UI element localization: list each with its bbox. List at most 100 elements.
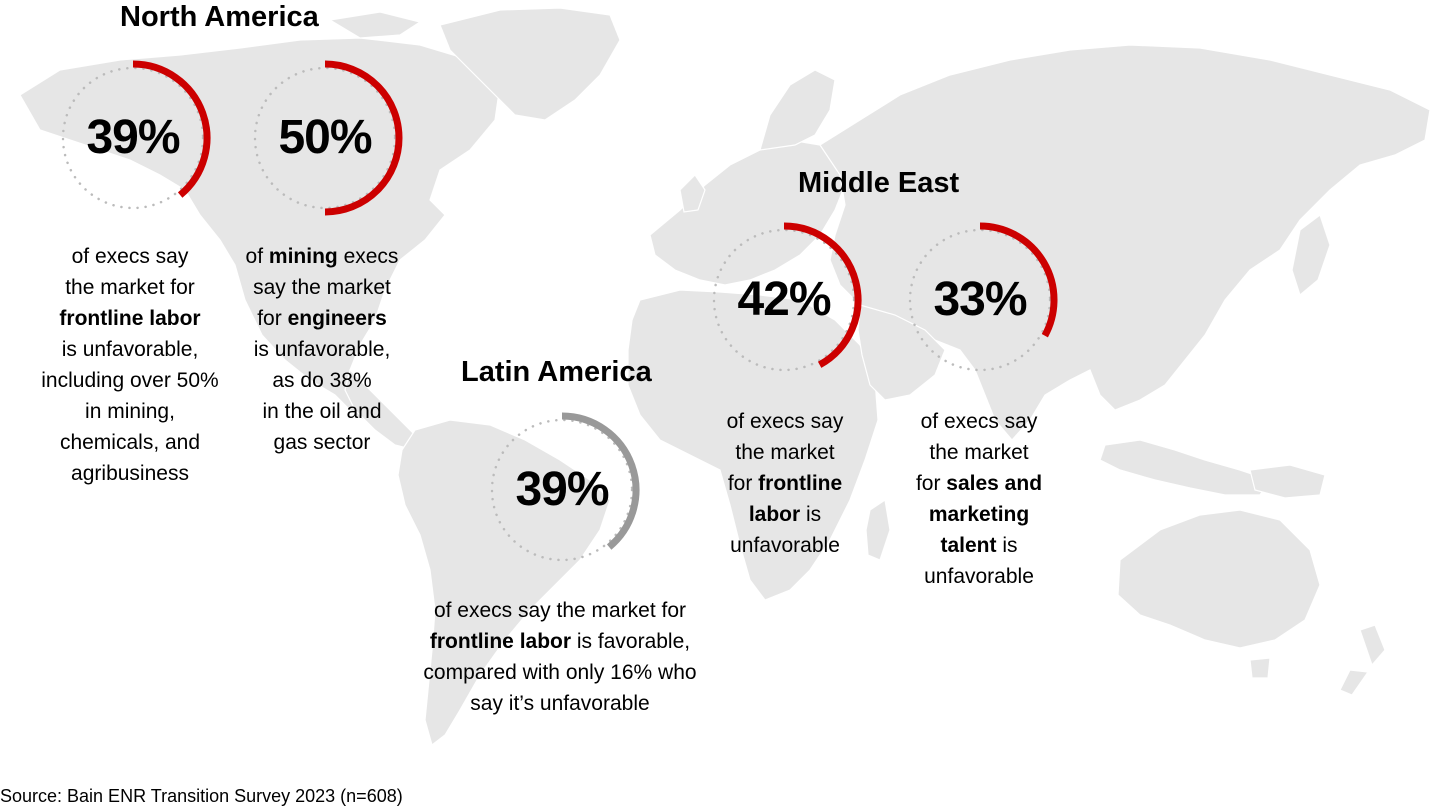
ring-chart-icon <box>908 222 1058 372</box>
description-line: the market <box>700 437 870 468</box>
south-america-landmass <box>397 419 611 747</box>
ring-track <box>908 228 1052 372</box>
description-line: chemicals, and <box>20 427 240 458</box>
madagascar-landmass <box>865 498 891 561</box>
description-line: of execs say <box>20 241 240 272</box>
ring-chart-icon <box>490 412 640 562</box>
arctic-islands-landmass <box>328 11 422 39</box>
north-america-landmass <box>19 37 501 431</box>
description-line: the market for <box>20 272 240 303</box>
description-emphasis: mining <box>268 245 338 268</box>
description-text: for <box>727 472 759 495</box>
region-title-latin-america: Latin America <box>461 356 652 388</box>
stat-description-middle-east-sales-marketing: of execs say the market for sales and marke… <box>894 406 1064 592</box>
description-text: say it’s unfavorable <box>470 692 650 715</box>
stat-description-latin-america-frontline: of execs say the market for frontline lab… <box>390 595 730 719</box>
stat-percentage: 39% <box>86 111 180 164</box>
description-text: compared with only 16% who <box>423 661 697 684</box>
tasmania-landmass <box>1249 657 1271 679</box>
description-line: say the market <box>226 272 418 303</box>
stat-description-north-america-frontline: of execs say the market for frontline labo… <box>20 241 240 489</box>
description-text: is unfavorable, <box>61 338 199 361</box>
description-emphasis: sales and <box>946 472 1043 495</box>
description-text: of execs say <box>71 245 189 268</box>
description-line: marketing <box>894 499 1064 530</box>
description-line: the market <box>894 437 1064 468</box>
australia-landmass <box>1117 509 1321 649</box>
description-line: for frontline <box>700 468 870 499</box>
description-emphasis: labor <box>748 503 801 526</box>
stat-percentage: 39% <box>515 463 609 516</box>
description-text: unfavorable <box>730 534 840 557</box>
region-title-north-america: North America <box>120 1 319 33</box>
stat-description-middle-east-frontline: of execs say the market for frontline labor… <box>700 406 870 561</box>
source-note: Source: Bain ENR Transition Survey 2023 … <box>0 786 403 806</box>
description-text: of execs say <box>920 410 1038 433</box>
description-emphasis: talent <box>940 534 997 557</box>
description-emphasis: frontline <box>758 472 843 495</box>
southeast-asia-islands-landmass <box>1099 439 1271 496</box>
description-line: in mining, <box>20 396 240 427</box>
scandinavia-landmass <box>759 69 836 151</box>
description-text: as do 38% <box>272 369 372 392</box>
british-isles-landmass <box>679 174 706 213</box>
description-line: compared with only 16% who <box>390 657 730 688</box>
new-guinea-landmass <box>1249 464 1326 499</box>
description-text: execs <box>337 245 399 268</box>
description-text: gas sector <box>273 431 371 454</box>
ring-chart-icon <box>61 60 211 210</box>
description-emphasis: engineers <box>287 307 387 330</box>
description-line: of mining execs <box>226 241 418 272</box>
description-line: of execs say <box>894 406 1064 437</box>
japan-landmass <box>1291 214 1331 297</box>
description-line: is unfavorable, <box>226 334 418 365</box>
ring-arc <box>132 60 211 198</box>
stat-ring-north-america-engineers: 50% <box>245 58 405 218</box>
ring-arc <box>324 60 403 216</box>
description-line: unfavorable <box>894 561 1064 592</box>
description-text: chemicals, and <box>59 431 201 454</box>
description-text: of <box>245 245 269 268</box>
stat-percentage: 33% <box>933 273 1027 326</box>
description-text: including over 50% <box>41 369 219 392</box>
description-line: for engineers <box>226 303 418 334</box>
africa-landmass <box>627 289 879 601</box>
stat-ring-middle-east-sales-marketing: 33% <box>900 220 1060 380</box>
description-text: in the oil and <box>262 400 382 423</box>
description-text: in mining, <box>85 400 175 423</box>
description-text: unfavorable <box>924 565 1034 588</box>
description-text: say the market <box>253 276 391 299</box>
description-text: for <box>915 472 947 495</box>
description-line: gas sector <box>226 427 418 458</box>
description-text: is unfavorable, <box>253 338 391 361</box>
description-text: for <box>257 307 288 330</box>
description-emphasis: frontline labor <box>429 630 572 653</box>
description-line: of execs say <box>700 406 870 437</box>
stat-ring-north-america-frontline: 39% <box>53 58 213 218</box>
ring-track <box>490 418 634 562</box>
description-text: the market for <box>65 276 195 299</box>
europe-landmass <box>649 139 846 286</box>
description-line: as do 38% <box>226 365 418 396</box>
description-text: of execs say the market for <box>433 599 687 622</box>
description-text: agribusiness <box>71 462 189 485</box>
description-emphasis: frontline labor <box>59 307 201 330</box>
description-line: of execs say the market for <box>390 595 730 626</box>
description-text: is favorable, <box>571 630 691 653</box>
stat-percentage: 50% <box>278 111 372 164</box>
ring-track <box>61 66 205 210</box>
stat-ring-latin-america-frontline: 39% <box>482 410 642 570</box>
description-line: agribusiness <box>20 458 240 489</box>
new-zealand-landmass <box>1339 624 1386 696</box>
description-line: including over 50% <box>20 365 240 396</box>
description-line: for sales and <box>894 468 1064 499</box>
region-title-middle-east: Middle East <box>798 167 960 199</box>
greenland-landmass <box>439 7 621 121</box>
description-line: frontline labor <box>20 303 240 334</box>
ring-arc <box>561 412 640 550</box>
ring-chart-icon <box>253 60 403 216</box>
description-line: in the oil and <box>226 396 418 427</box>
description-text: is <box>996 534 1018 557</box>
description-line: frontline labor is favorable, <box>390 626 730 657</box>
